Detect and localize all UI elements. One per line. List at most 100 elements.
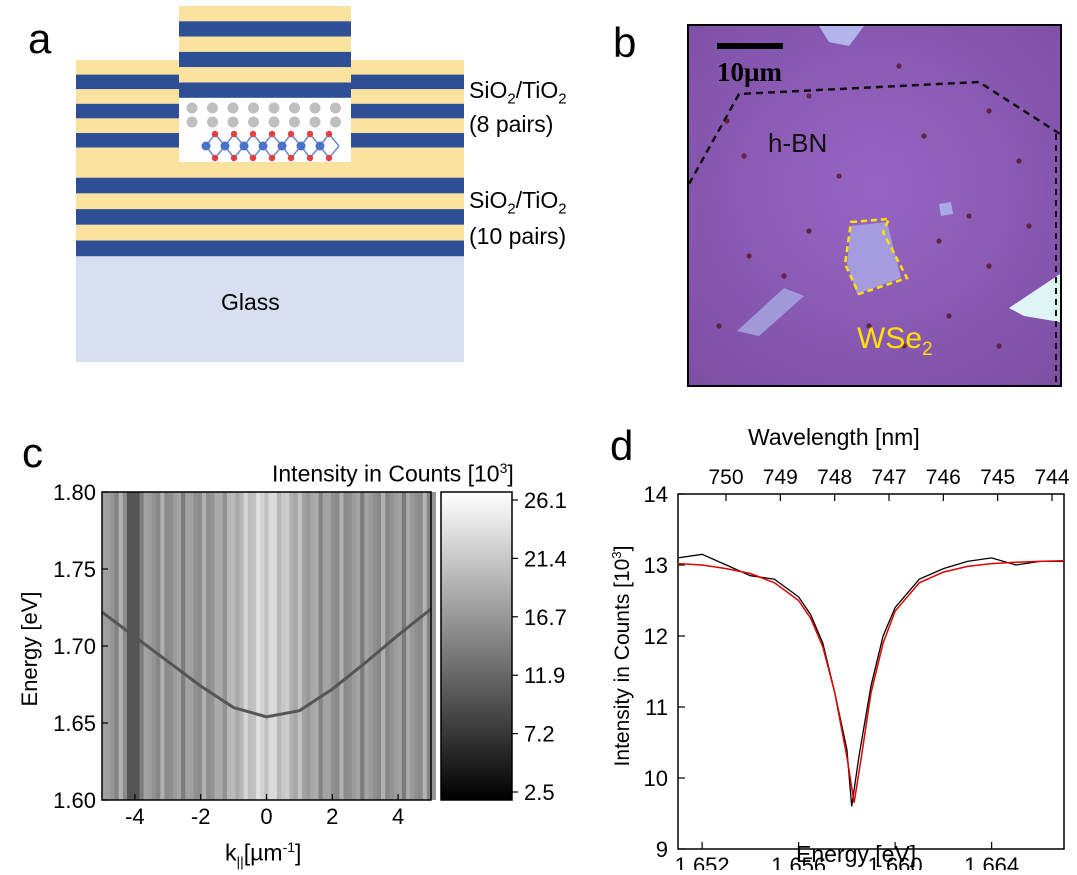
se-atom (268, 154, 276, 162)
heatmap-column (122, 492, 128, 800)
heatmap-column (243, 492, 249, 800)
heatmap-column (297, 492, 303, 800)
surface-particles (716, 63, 1032, 349)
x-axis-ticks: -4 -2 0 2 4 (125, 794, 404, 829)
w-atom (258, 141, 268, 151)
particle (806, 93, 812, 99)
panel-d-xlabel: Energy [eV] (796, 841, 917, 867)
heatmap-column (397, 492, 403, 800)
heatmap-column (289, 492, 295, 800)
heatmap-column (401, 492, 407, 800)
panel-c-plot: 1.80 1.75 1.70 1.65 1.60 -4 -2 0 2 4 26.1 21.4 16.… (53, 480, 567, 829)
y-tick-label: 9 (656, 837, 668, 862)
heatmap-column (272, 492, 278, 800)
sio2-layer (351, 118, 464, 133)
top-tick-label: 750 (708, 466, 743, 489)
y-axis-ticks: 1.80 1.75 1.70 1.65 1.60 (53, 480, 108, 813)
top-tick-label: 748 (817, 466, 852, 489)
micrograph-frame: 10µm h-BN WSe2 (687, 24, 1062, 387)
heatmap-column (410, 492, 416, 800)
hbn-atom (289, 116, 300, 128)
heatmap-column (226, 492, 232, 800)
se-atom (249, 130, 257, 138)
particle (986, 108, 992, 114)
heatmap-column (389, 492, 395, 800)
se-atom (230, 130, 238, 138)
particle (1016, 158, 1022, 164)
heatmap-column (331, 492, 336, 800)
hbn-atom (248, 116, 259, 128)
heatmap-column (181, 492, 187, 800)
heatmap-image (102, 492, 436, 800)
scale-bar (717, 43, 783, 49)
panel-a-diagram (76, 6, 464, 362)
heatmap-column (368, 492, 374, 800)
x-tick-label: 4 (392, 804, 404, 829)
hbn-atom (248, 102, 259, 114)
heatmap-column (206, 492, 212, 800)
panel-d-frame (677, 493, 1065, 850)
heatmap-column (210, 492, 216, 800)
sio2-layer (179, 36, 351, 52)
heatmap-column (139, 492, 145, 800)
sio2-layer (179, 6, 351, 22)
tio2-layer (76, 74, 180, 90)
heatmap-column (314, 492, 320, 800)
tio2-layer (179, 51, 351, 68)
heatmap-column (318, 492, 324, 800)
heatmap-column (126, 492, 132, 800)
heatmap-column (131, 492, 137, 800)
top-left-dbr-stack (76, 60, 180, 163)
wse2-outline (843, 217, 909, 296)
glass-substrate (76, 256, 464, 362)
heatmap-column (276, 492, 282, 800)
hbn-atom (207, 102, 218, 114)
hbn-atom (207, 116, 218, 128)
top-tick-label: 746 (926, 466, 961, 489)
y-tick-label: 1.65 (53, 711, 96, 736)
x-tick-label: 1.656 (771, 853, 826, 870)
heatmap-column (135, 492, 141, 800)
x-tick-label: -2 (191, 804, 211, 829)
particle (921, 133, 927, 139)
hbn-atom (186, 116, 198, 128)
colorbar-title: Intensity in Counts [103] (272, 460, 514, 487)
sio2-layer (76, 224, 464, 241)
y-tick-label: 10 (644, 766, 668, 791)
heatmap-column (260, 492, 266, 800)
heatmap-column (281, 492, 286, 800)
tio2-layer (351, 133, 464, 148)
sio2-layer (76, 147, 180, 163)
w-atom (296, 141, 306, 151)
panel-letter-b: b (613, 19, 637, 66)
colorbar-tick-label: 26.1 (524, 488, 567, 513)
y-axis-ticks: 14 13 12 11 10 9 (644, 482, 685, 862)
sio2-layer (76, 193, 464, 210)
flake-small (939, 202, 953, 216)
heatmap-column (372, 492, 378, 800)
heatmap-column (197, 492, 203, 800)
hbn-atom (289, 102, 300, 114)
top-tick-label: 747 (871, 466, 906, 489)
sio2-layer (76, 162, 464, 178)
tio2-layer (76, 103, 180, 119)
w-atom (201, 141, 211, 151)
micrograph-image (689, 26, 1060, 385)
panel-letter-d: d (610, 422, 634, 469)
hbn-atom (330, 102, 341, 114)
se-atom (211, 130, 219, 138)
tio2-layer (179, 21, 351, 37)
heatmap-column (431, 492, 436, 800)
se-atom (306, 130, 314, 138)
heatmap-column (293, 492, 299, 800)
hbn-atom (330, 116, 341, 128)
glass-label: Glass (221, 289, 280, 315)
hbn-atom (268, 102, 280, 114)
heatmap-column (310, 492, 316, 800)
y-tick-label: 13 (644, 553, 668, 578)
colorbar-tick-label: 7.2 (524, 722, 555, 747)
top-center-dbr-stack (179, 6, 351, 98)
particle (746, 253, 752, 259)
sio2-layer (179, 67, 351, 83)
